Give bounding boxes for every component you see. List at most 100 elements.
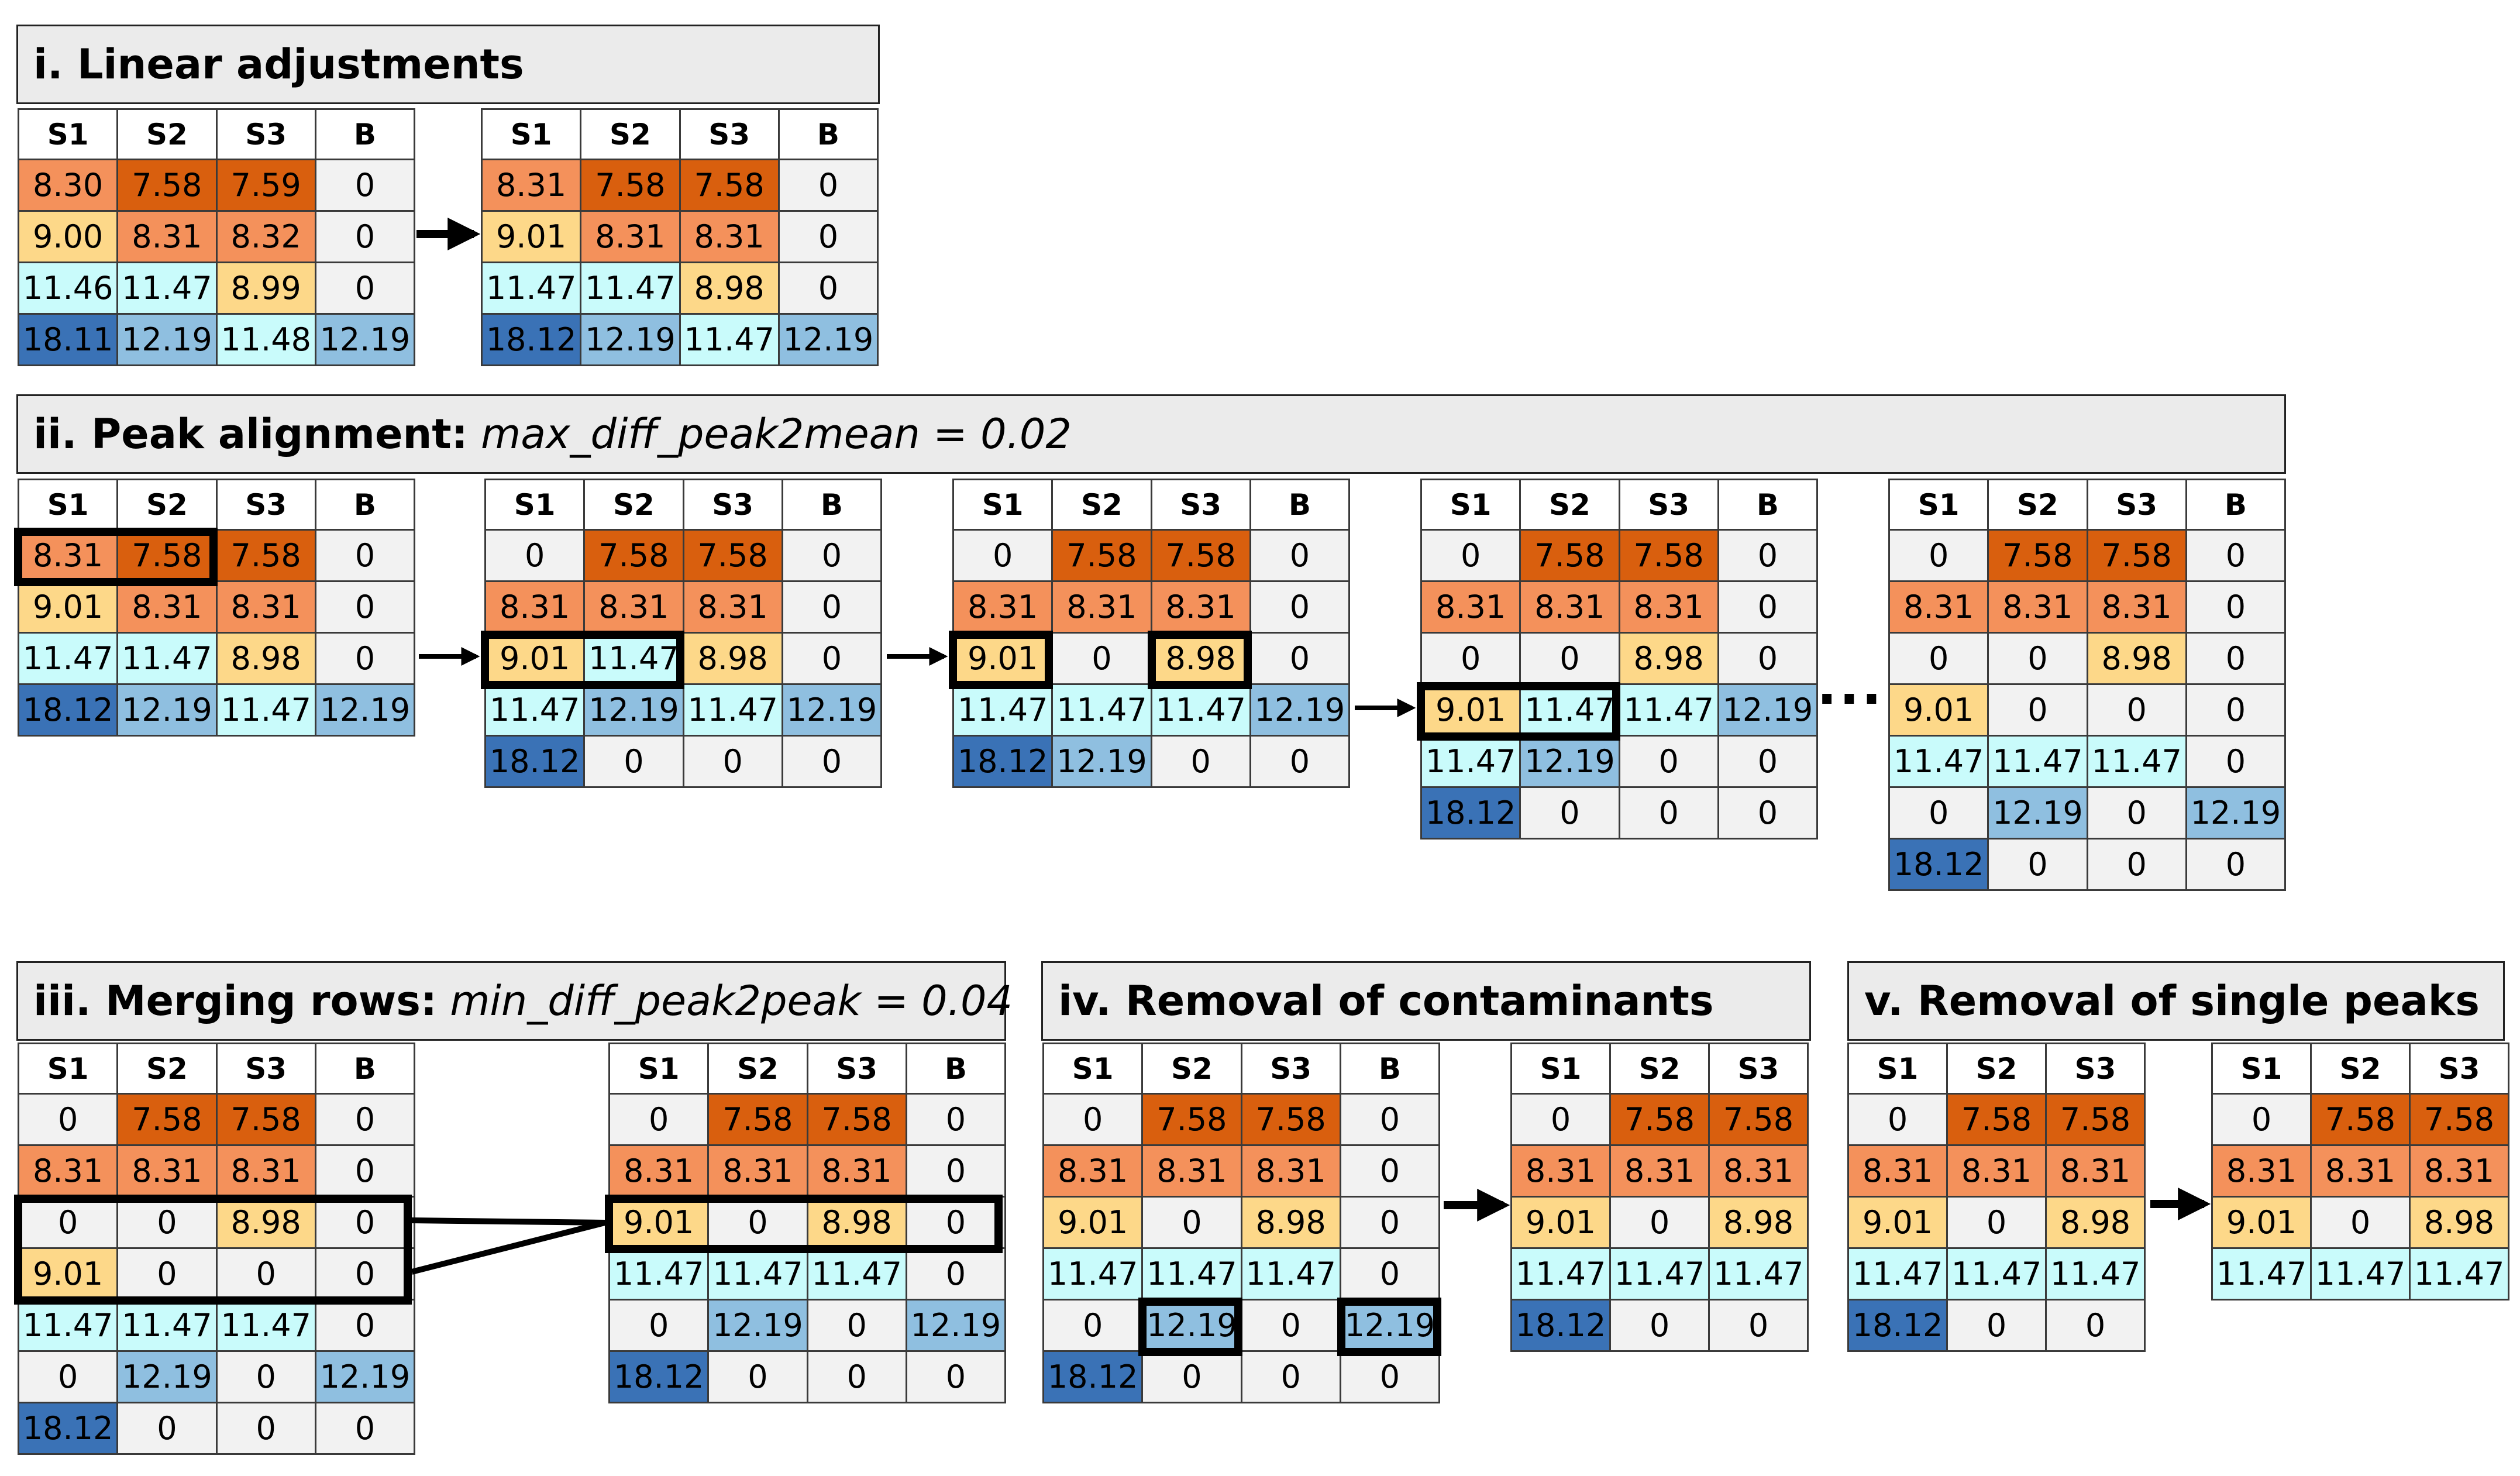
section-v-label: v. Removal of single peaks xyxy=(1864,977,2480,1025)
table-cell: 8.98 xyxy=(215,1196,316,1249)
table-cell: 0 xyxy=(905,1093,1007,1146)
column-header: B xyxy=(905,1043,1007,1095)
table-cell: 0 xyxy=(116,1402,218,1455)
column-header: B xyxy=(1717,479,1819,531)
table-cell: 0 xyxy=(1987,683,2088,737)
table-row: 18.11 12.19 11.48 12.19 xyxy=(17,313,416,366)
table-cell: 0 xyxy=(484,529,586,582)
table-cell: 7.58 xyxy=(682,529,783,582)
table-cell: 7.58 xyxy=(2310,1093,2411,1146)
table-cell: 0 xyxy=(215,1402,316,1455)
table-cell: 12.19 xyxy=(777,313,879,366)
table-cell: 8.31 xyxy=(1042,1144,1144,1198)
table-cell: 8.31 xyxy=(2045,1144,2146,1198)
table-cell: 11.47 xyxy=(1510,1247,1611,1300)
table-row: 0 12.19 0 12.19 xyxy=(608,1299,1007,1352)
table-cell: 11.47 xyxy=(583,632,684,685)
table-cell: 8.31 xyxy=(1240,1144,1341,1198)
column-header: S2 xyxy=(1946,1043,2047,1095)
table-cell: 11.47 xyxy=(580,262,681,315)
table-cell: 0 xyxy=(1510,1093,1611,1146)
table-cell: 9.01 xyxy=(952,632,1054,685)
table-cell: 0 xyxy=(1519,632,1620,685)
table-cell: 8.31 xyxy=(116,1144,218,1198)
table-row: 18.12 0 0 0 xyxy=(17,1402,416,1455)
table-cell: 0 xyxy=(1339,1350,1441,1403)
table-row: 18.12 12.19 11.47 12.19 xyxy=(17,683,416,737)
table-cell: 8.31 xyxy=(1888,580,1989,634)
table-cell: 8.31 xyxy=(2310,1144,2411,1198)
table-cell: 8.31 xyxy=(215,580,316,634)
table-cell: 11.47 xyxy=(2409,1247,2509,1300)
table-row: 9.01 0 8.98 xyxy=(2211,1196,2509,1249)
table-cell: 9.00 xyxy=(17,210,119,263)
table-cell: 7.58 xyxy=(215,1093,316,1146)
column-header: B xyxy=(314,108,416,160)
table-row: 11.47 11.47 11.47 0 xyxy=(1888,735,2287,788)
table-row: 9.01 8.31 8.31 0 xyxy=(17,580,416,634)
table-cell: 11.47 xyxy=(2211,1247,2312,1300)
table-cell: 12.19 xyxy=(2185,786,2287,840)
table-cell: 8.32 xyxy=(215,210,316,263)
table-cell: 0 xyxy=(314,159,416,212)
table-cell: 0 xyxy=(1717,632,1819,685)
table-cell: 0 xyxy=(1946,1299,2047,1352)
table-cell: 8.98 xyxy=(215,632,316,685)
table-cell: 7.58 xyxy=(679,159,780,212)
table-row: 0 7.58 7.58 0 xyxy=(484,529,883,582)
table-cell: 0 xyxy=(1141,1196,1242,1249)
table-cell: 11.47 xyxy=(116,262,218,315)
column-header: S3 xyxy=(2086,479,2187,531)
table-cell: 8.31 xyxy=(583,580,684,634)
table-cell: 11.47 xyxy=(1141,1247,1242,1300)
table-cell: 11.47 xyxy=(1847,1247,1948,1300)
table-row: 9.01 0 8.98 0 xyxy=(1042,1196,1441,1249)
table-row: 8.31 8.31 8.31 0 xyxy=(952,580,1351,634)
table-cell: 11.47 xyxy=(17,632,119,685)
table-cell: 8.98 xyxy=(679,262,780,315)
table-cell: 7.59 xyxy=(215,159,316,212)
table-cell: 8.31 xyxy=(215,1144,316,1198)
table-cell: 8.31 xyxy=(1150,580,1251,634)
table-cell: 18.12 xyxy=(480,313,582,366)
table-cell: 8.31 xyxy=(1051,580,1152,634)
table-cell: 7.58 xyxy=(116,159,218,212)
table-cell: 12.19 xyxy=(781,683,883,737)
table-cell: 0 xyxy=(2185,683,2287,737)
table-merge-before: S1 S2 S3 B 0 7.58 7.58 0 8.31 8.31 8.31 0 0 0 8.98 0 9.0… xyxy=(17,1043,416,1455)
table-cell: 12.19 xyxy=(905,1299,1007,1352)
table-cell: 0 xyxy=(1249,580,1351,634)
table-cell: 8.98 xyxy=(682,632,783,685)
table-row: 0 7.58 7.58 xyxy=(1847,1093,2146,1146)
section-v-title: v. Removal of single peaks xyxy=(1847,961,2505,1041)
table-row: 11.47 12.19 11.47 12.19 xyxy=(484,683,883,737)
table-cell: 0 xyxy=(707,1196,808,1249)
table-cell: 18.12 xyxy=(17,683,119,737)
table-row: 0 7.58 7.58 0 xyxy=(17,1093,416,1146)
table-cell: 18.12 xyxy=(1510,1299,1611,1352)
table-cell: 0 xyxy=(1339,1247,1441,1300)
table-cell: 9.01 xyxy=(1510,1196,1611,1249)
table-row: 8.31 7.58 7.58 0 xyxy=(17,529,416,582)
table-row: 8.31 8.31 8.31 0 xyxy=(1888,580,2287,634)
table-cell: 0 xyxy=(1609,1196,1710,1249)
table-cell: 12.19 xyxy=(1717,683,1819,737)
table-cell: 9.01 xyxy=(17,1247,119,1300)
section-iii-param: min_diff_peak2peak = 0.04 xyxy=(450,977,1013,1025)
table-cell: 8.31 xyxy=(1609,1144,1710,1198)
table-cell: 7.58 xyxy=(1708,1093,1809,1146)
table-cell: 0 xyxy=(777,210,879,263)
table-cell: 8.31 xyxy=(17,1144,119,1198)
table-cell: 8.31 xyxy=(2086,580,2187,634)
column-header: B xyxy=(781,479,883,531)
table-cell: 0 xyxy=(905,1350,1007,1403)
table-cell: 12.19 xyxy=(116,683,218,737)
table-cell: 8.31 xyxy=(2211,1144,2312,1198)
section-ii-label: ii. Peak alignment: xyxy=(33,410,468,458)
table-cell: 0 xyxy=(905,1144,1007,1198)
column-header: S2 xyxy=(1987,479,2088,531)
table-cell: 7.58 xyxy=(1150,529,1251,582)
column-header: B xyxy=(1339,1043,1441,1095)
table-cell: 9.01 xyxy=(484,632,586,685)
table-cell: 8.31 xyxy=(1946,1144,2047,1198)
